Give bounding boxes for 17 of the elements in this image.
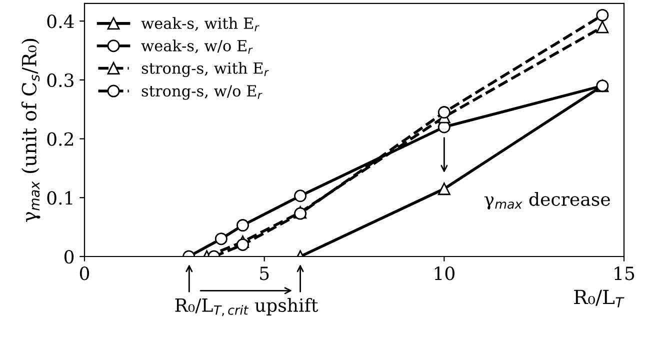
x-axis-title: R₀/L$_{T}$ [574, 290, 624, 308]
y-tick-label: 0.2 [47, 132, 74, 146]
y-tick-label: 0.4 [47, 14, 74, 28]
x-tick-label: 0 [80, 266, 90, 280]
y-tick-label: 0 [64, 250, 74, 264]
legend-label: weak-s, w/o E$_{r}$ [141, 40, 253, 54]
legend-label: strong-s, with E$_{r}$ [142, 62, 269, 78]
y-tick-label: 0.3 [47, 73, 74, 88]
legend-label: weak-s, with E$_{r}$ [141, 17, 260, 32]
x-tick-label: 10 [434, 266, 454, 280]
y-tick-label: 0.1 [47, 191, 72, 205]
y-axis-title: γ$_{max}$ (unit of C$_{s}$/R₀) [21, 38, 40, 222]
x-tick-label: 5 [260, 266, 269, 280]
legend-label: strong-s, w/o E$_{r}$ [142, 85, 262, 100]
text: R₀/L$_{T,crit}$ upshift [175, 298, 318, 316]
annotation: γ$_{max}$ decrease [484, 192, 610, 210]
x-tick-label: 15 [614, 266, 634, 280]
